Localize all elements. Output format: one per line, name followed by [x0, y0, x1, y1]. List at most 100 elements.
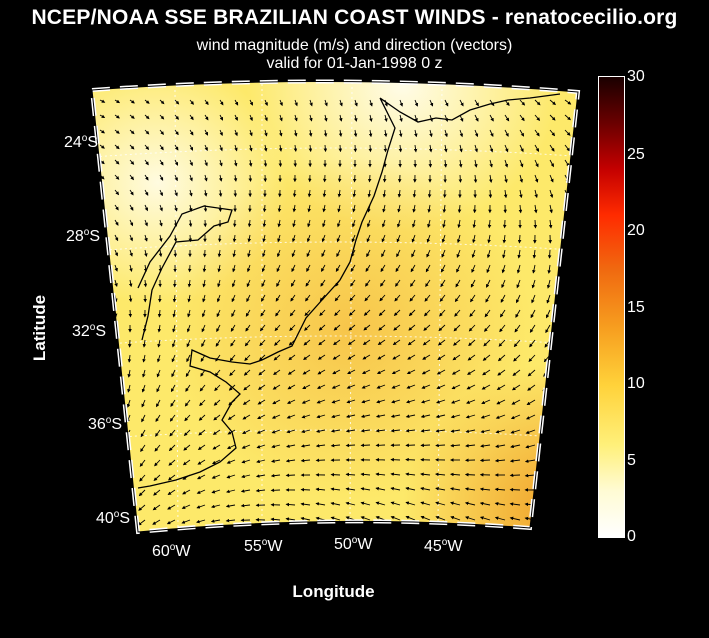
wind-vector — [309, 99, 313, 107]
wind-vector — [142, 369, 146, 378]
wind-vector — [459, 99, 464, 107]
wind-vector — [427, 189, 432, 198]
wind-vector — [315, 516, 326, 521]
wind-vector — [306, 234, 311, 243]
wind-vector — [324, 114, 328, 122]
wind-vector — [217, 249, 222, 258]
wind-vector — [189, 99, 194, 105]
wind-vector — [531, 294, 536, 304]
wind-vector — [489, 144, 494, 153]
wind-vector — [360, 472, 371, 477]
wind-vector — [260, 309, 266, 317]
coastline — [137, 93, 561, 489]
wind-vector — [407, 354, 416, 360]
wind-vector — [144, 249, 148, 257]
wind-vector — [558, 369, 566, 378]
wind-vector — [159, 234, 163, 242]
wind-vector — [99, 219, 104, 226]
wind-vector — [172, 294, 177, 303]
wind-vector — [140, 444, 146, 453]
wind-vector — [257, 399, 266, 405]
wind-vector — [489, 114, 494, 122]
wind-vector — [425, 279, 431, 288]
wind-vector — [275, 309, 281, 317]
wind-vector — [264, 99, 268, 107]
wind-vector — [315, 502, 326, 506]
wind-vector — [517, 249, 521, 259]
wind-vector — [348, 309, 356, 316]
wind-vector — [450, 472, 461, 477]
wind-vector — [473, 174, 478, 183]
wind-vector — [303, 354, 311, 361]
wind-vector — [337, 174, 342, 183]
wind-vector — [450, 516, 461, 521]
wind-vector — [230, 324, 236, 332]
wind-vector — [479, 458, 491, 463]
wind-vector — [455, 279, 461, 288]
wind-vector — [244, 339, 251, 347]
wind-vector — [262, 219, 267, 228]
wind-vector — [499, 324, 506, 333]
wind-vector — [487, 234, 491, 244]
wind-vector — [391, 399, 401, 404]
wind-vector — [339, 114, 343, 122]
wind-vector — [337, 204, 341, 213]
wind-vector — [539, 474, 551, 478]
wind-vector — [187, 309, 191, 318]
wind-vector — [457, 204, 462, 214]
wind-vector — [291, 264, 296, 273]
wind-vector — [174, 99, 180, 105]
wind-vector — [300, 444, 311, 448]
wind-vector — [330, 487, 341, 491]
wind-vector — [539, 502, 551, 507]
wind-vector — [290, 279, 296, 287]
wind-vector — [196, 519, 206, 524]
wind-vector — [516, 294, 521, 304]
wind-vector — [154, 459, 161, 467]
wind-vector — [319, 294, 326, 302]
wind-vector — [187, 294, 191, 303]
wind-vector — [137, 519, 146, 526]
wind-vector — [300, 516, 311, 521]
wind-vector — [189, 114, 194, 121]
colorbar-tick-25: 25 — [627, 146, 645, 163]
wind-vector — [559, 339, 566, 349]
wind-vector — [351, 234, 356, 243]
wind-vector — [226, 444, 236, 449]
wind-vector — [317, 354, 326, 360]
graticule — [92, 81, 578, 531]
wind-vector — [293, 129, 298, 137]
wind-vector — [555, 444, 566, 450]
wind-vector — [547, 264, 551, 274]
wind-vector — [453, 339, 461, 346]
wind-vector — [412, 219, 416, 228]
wind-vector — [494, 516, 506, 521]
wind-vector — [246, 264, 251, 273]
wind-vector — [437, 339, 446, 346]
wind-vector — [170, 399, 176, 407]
wind-vector — [247, 234, 252, 243]
wind-vector — [204, 99, 209, 106]
wind-vector — [546, 279, 551, 289]
wind-vector — [481, 384, 491, 390]
wind-vector — [294, 114, 298, 122]
wind-vector — [503, 189, 508, 199]
wind-vector — [315, 487, 326, 492]
wind-vector — [347, 369, 356, 375]
wind-vector — [363, 309, 371, 316]
y-axis-label: Latitude — [30, 294, 49, 362]
colorbar — [598, 76, 625, 538]
wind-vector — [196, 474, 206, 480]
lat-label-32: 32oS — [71, 322, 106, 340]
wind-vector — [361, 384, 371, 389]
wind-vector — [480, 444, 491, 448]
wind-vector — [379, 294, 386, 302]
wind-vector — [212, 429, 221, 435]
wind-vector — [99, 114, 106, 119]
wind-vector — [307, 189, 312, 198]
wind-vector — [381, 249, 386, 258]
wind-vector — [420, 486, 431, 491]
wind-vector — [139, 474, 146, 482]
wind-vector — [242, 414, 251, 420]
wind-vector — [444, 129, 448, 138]
